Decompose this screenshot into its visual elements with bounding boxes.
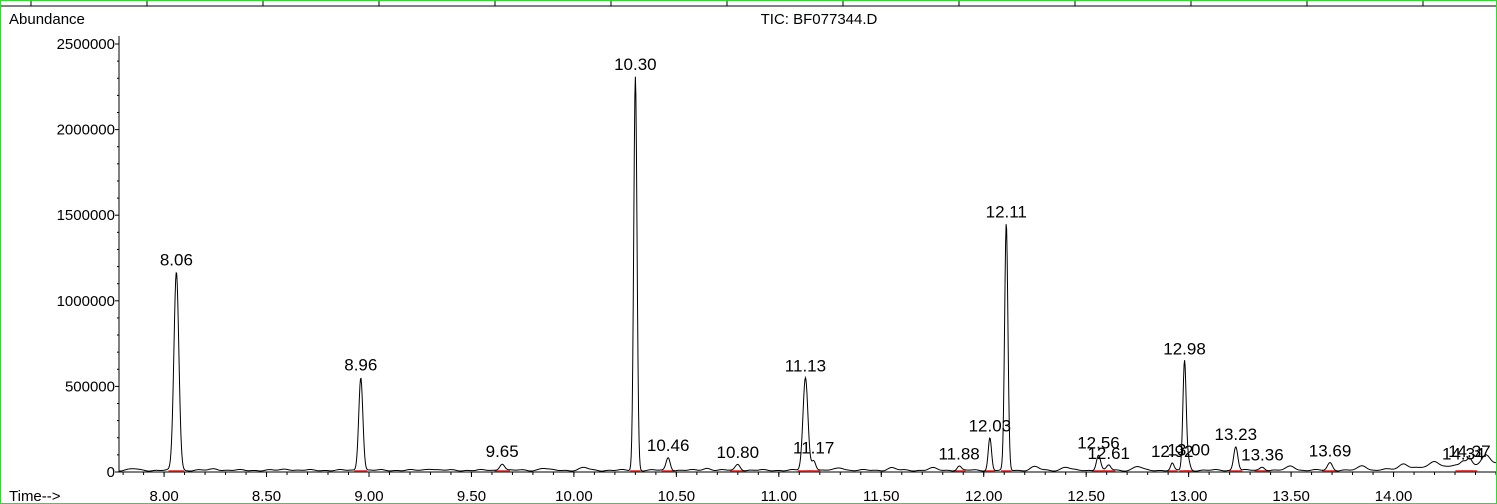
x-tick-label: 10.00 xyxy=(555,488,593,503)
x-tick-label: 13.00 xyxy=(1170,488,1208,503)
peak-label: 12.98 xyxy=(1163,339,1206,358)
x-tick-label: 10.50 xyxy=(658,488,696,503)
y-axis-ticks: 0 500000 1000000 1500000 2000000 2500000 xyxy=(57,36,119,481)
x-tick-label: 11.50 xyxy=(863,488,899,503)
x-tick-label: 8.00 xyxy=(149,488,178,503)
x-axis-ticks: 8.00 8.50 9.00 9.50 10.00 10.50 11.00 11.50 12.0… xyxy=(122,472,1496,503)
x-tick-label: 14.00 xyxy=(1375,488,1413,503)
peak-label: 12.56 xyxy=(1077,434,1120,453)
peak-label: 11.13 xyxy=(785,357,826,376)
y-tick-label: 2500000 xyxy=(57,36,115,53)
y-tick-label: 1000000 xyxy=(57,293,115,310)
x-tick-label: 13.50 xyxy=(1272,488,1310,503)
x-tick-label: 11.00 xyxy=(761,488,797,503)
top-partial-ticks xyxy=(30,1,1424,6)
peak-label: 13.23 xyxy=(1214,425,1257,444)
chart-title: TIC: BF077344.D xyxy=(761,11,878,28)
peak-label: 8.96 xyxy=(344,356,377,375)
peak-label: 10.46 xyxy=(647,436,690,455)
x-tick-label: 12.50 xyxy=(1067,488,1105,503)
peak-label: 8.06 xyxy=(160,250,193,269)
x-tick-label: 8.50 xyxy=(252,488,281,503)
peak-label: 12.03 xyxy=(969,416,1012,435)
peak-labels: 8.06 8.96 9.65 10.30 10.46 10.80 11.13 11.17 11.… xyxy=(160,55,1491,464)
peak-label: 13.69 xyxy=(1309,441,1352,460)
peak-label: 14.34 xyxy=(1442,445,1485,464)
y-tick-label: 0 xyxy=(107,464,115,481)
peak-label: 12.92 xyxy=(1151,442,1194,461)
x-tick-label: 12.00 xyxy=(965,488,1003,503)
peak-label: 14.37 xyxy=(1448,442,1491,461)
y-tick-label: 1500000 xyxy=(57,207,115,224)
y-axis-label: Abundance xyxy=(9,11,85,28)
y-tick-label: 2000000 xyxy=(57,122,115,139)
x-tick-label: 9.50 xyxy=(457,488,486,503)
peak-label: 10.80 xyxy=(717,443,760,462)
peak-label: 13.00 xyxy=(1167,440,1210,459)
y-tick-label: 500000 xyxy=(65,378,115,395)
peak-label: 12.61 xyxy=(1087,444,1130,463)
peak-label: 11.17 xyxy=(793,439,834,458)
peak-label: 11.88 xyxy=(938,445,979,464)
peak-label: 10.30 xyxy=(614,55,657,74)
peak-label: 13.36 xyxy=(1241,446,1284,465)
tic-trace xyxy=(119,76,1496,472)
x-axis-label: Time--> xyxy=(9,488,61,503)
x-tick-label: 9.00 xyxy=(354,488,383,503)
peak-label: 12.11 xyxy=(986,202,1027,221)
peak-label: 9.65 xyxy=(486,442,519,461)
